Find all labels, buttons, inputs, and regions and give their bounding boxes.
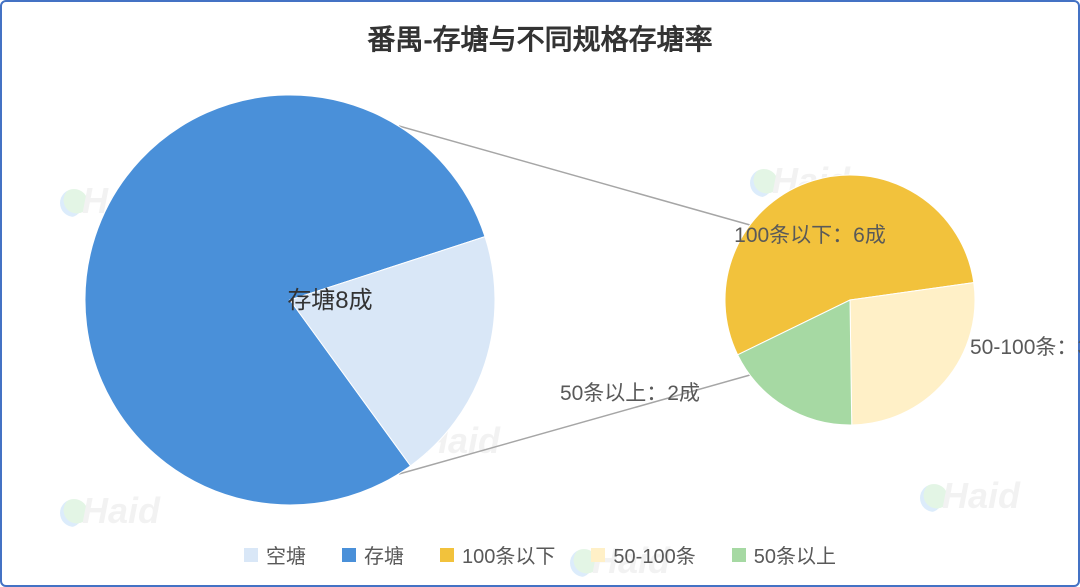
legend-swatch bbox=[732, 548, 746, 562]
pie-label: 100条以下：6成 bbox=[734, 224, 886, 247]
legend-item: 50条以上 bbox=[732, 540, 836, 569]
pie-label: 存塘8成 bbox=[287, 287, 372, 314]
legend-item: 50-100条 bbox=[591, 540, 695, 569]
slice-50_100 bbox=[850, 283, 975, 425]
legend-swatch bbox=[591, 548, 605, 562]
legend-item: 空塘 bbox=[244, 540, 306, 569]
legend-label: 空塘 bbox=[266, 540, 306, 569]
chart-svg: 存塘8成 100条以下：6成 50-100条：3成 50条以上：2成 bbox=[0, 70, 1080, 510]
chart-title: 番禺-存塘与不同规格存塘率 bbox=[0, 18, 1080, 58]
pie-label: 50-100条：3成 bbox=[970, 336, 1080, 359]
sub-pie bbox=[725, 175, 975, 425]
legend-item: 100条以下 bbox=[440, 540, 555, 569]
legend-item: 存塘 bbox=[342, 540, 404, 569]
legend-label: 50条以上 bbox=[754, 540, 836, 569]
legend-label: 存塘 bbox=[364, 540, 404, 569]
chart-area: 存塘8成 100条以下：6成 50-100条：3成 50条以上：2成 bbox=[0, 70, 1080, 510]
legend-swatch bbox=[342, 548, 356, 562]
legend-swatch bbox=[244, 548, 258, 562]
legend: 空塘 存塘 100条以下 50-100条 50条以上 bbox=[0, 540, 1080, 569]
legend-swatch bbox=[440, 548, 454, 562]
legend-label: 100条以下 bbox=[462, 540, 555, 569]
pie-label: 50条以上：2成 bbox=[560, 382, 700, 405]
legend-label: 50-100条 bbox=[613, 540, 695, 569]
